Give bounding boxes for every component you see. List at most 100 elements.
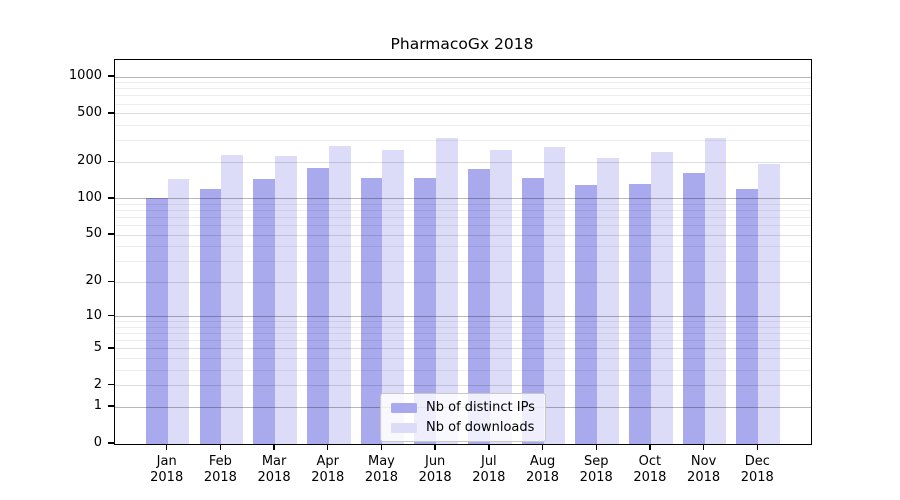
x-tick-may <box>380 444 383 450</box>
y-tick-label-50: 50 <box>85 226 102 242</box>
bar-downloads-nov <box>704 138 727 444</box>
y-tick-50 <box>108 233 114 235</box>
x-tick-label-jun: Jun 2018 <box>405 454 465 486</box>
x-tick-label-line: 2018 <box>740 470 774 485</box>
gridline-10 <box>115 316 811 318</box>
gridline-6 <box>115 340 811 342</box>
gridline-20 <box>115 281 811 283</box>
legend-swatch-downloads <box>391 422 417 433</box>
chart-title: PharmacoGx 2018 <box>390 35 534 53</box>
gridline-400 <box>115 125 811 127</box>
gridline-300 <box>115 140 811 142</box>
gridline-90 <box>115 203 811 205</box>
x-tick-label-line: 2018 <box>579 470 613 485</box>
x-tick-label-nov: Nov 2018 <box>674 454 734 486</box>
y-tick-2 <box>108 383 114 386</box>
gridline-5 <box>115 348 811 350</box>
x-tick-label-line: 2018 <box>203 470 237 485</box>
y-tick-label-1: 1 <box>93 398 102 414</box>
gridline-800 <box>115 88 811 90</box>
x-tick-jul <box>488 444 490 450</box>
bar-downloads-jun <box>436 137 458 444</box>
x-tick-label-line: Nov <box>690 454 717 469</box>
gridline-600 <box>115 103 811 105</box>
legend-item-downloads: Nb of downloads <box>391 420 535 435</box>
x-tick-mar <box>273 444 275 450</box>
x-tick-label-sep: Sep 2018 <box>566 454 626 486</box>
gridline-8 <box>115 326 811 328</box>
y-tick-1 <box>108 405 114 407</box>
y-tick-100 <box>108 197 114 199</box>
bar-downloads-feb <box>221 154 244 444</box>
y-tick-label-100: 100 <box>77 189 102 205</box>
gridline-4 <box>115 358 811 360</box>
x-tick-label-line: 2018 <box>364 470 398 485</box>
y-tick-label-500: 500 <box>77 104 102 120</box>
y-tick-10 <box>108 314 114 317</box>
y-tick-label-1000: 1000 <box>68 68 102 84</box>
y-tick-0 <box>108 442 114 444</box>
y-tick-label-5: 5 <box>93 339 102 355</box>
x-tick-label-jul: Jul 2018 <box>459 454 519 486</box>
legend-item-distinct-ips: Nb of distinct IPs <box>391 400 535 415</box>
gridline-1000 <box>115 76 811 78</box>
x-tick-label-line: Mar <box>261 454 287 469</box>
x-tick-label-apr: Apr 2018 <box>298 454 358 486</box>
x-tick-jan <box>166 444 168 450</box>
y-tick-500 <box>108 112 114 114</box>
gridline-70 <box>115 217 811 219</box>
y-tick-label-10: 10 <box>85 307 102 323</box>
x-tick-label-line: Aug <box>529 454 556 469</box>
x-tick-label-line: 2018 <box>418 470 452 485</box>
legend-label-downloads: Nb of downloads <box>426 420 535 435</box>
x-tick-label-line: May <box>368 454 395 469</box>
bar-downloads-may <box>382 149 405 444</box>
x-tick-label-line: Dec <box>744 454 770 469</box>
x-tick-nov <box>702 444 705 450</box>
x-tick-aug <box>541 444 544 450</box>
gridline-40 <box>115 246 811 248</box>
grid-layer <box>115 60 811 444</box>
gridline-9 <box>115 321 811 323</box>
y-tick-label-20: 20 <box>85 273 102 289</box>
gridline-900 <box>115 82 811 84</box>
bar-distinct-ips-may <box>360 178 383 444</box>
x-tick-label-line: 2018 <box>472 470 506 485</box>
x-tick-label-line: Jun <box>424 454 446 469</box>
x-tick-label-line: Jan <box>156 454 177 469</box>
x-tick-label-line: Apr <box>316 454 340 469</box>
bar-downloads-dec <box>758 164 781 444</box>
bar-distinct-ips-dec <box>736 189 759 444</box>
x-tick-label-line: 2018 <box>633 470 667 485</box>
x-tick-label-dec: Dec 2018 <box>727 454 787 486</box>
bar-downloads-jan <box>167 179 190 444</box>
gridline-100 <box>115 198 811 200</box>
bar-downloads-oct <box>650 151 673 444</box>
y-tick-20 <box>108 280 114 282</box>
x-tick-jun <box>434 444 436 450</box>
bar-distinct-ips-jul <box>468 169 490 444</box>
bar-downloads-mar <box>275 155 297 444</box>
y-tick-label-0: 0 <box>93 435 102 450</box>
bar-distinct-ips-nov <box>682 173 705 444</box>
gridline-2 <box>115 385 811 387</box>
bar-distinct-ips-sep <box>575 185 598 444</box>
y-tick-1000 <box>108 75 114 77</box>
bar-distinct-ips-apr <box>306 167 329 444</box>
x-tick-label-aug: Aug 2018 <box>513 454 573 486</box>
legend-label-distinct-ips: Nb of distinct IPs <box>426 400 535 415</box>
bar-distinct-ips-feb <box>199 189 222 444</box>
x-tick-feb <box>219 444 222 450</box>
gridline-30 <box>115 261 811 263</box>
bar-distinct-ips-jan <box>145 197 168 444</box>
legend: Nb of distinct IPs Nb of downloads <box>380 393 546 442</box>
gridline-700 <box>115 95 811 97</box>
gridline-50 <box>115 234 811 236</box>
x-tick-label-line: Oct <box>638 454 662 469</box>
bar-distinct-ips-jun <box>414 177 437 444</box>
gridline-500 <box>115 113 811 115</box>
x-tick-label-oct: Oct 2018 <box>620 454 680 486</box>
x-tick-label-mar: Mar 2018 <box>244 454 304 486</box>
bar-distinct-ips-aug <box>521 177 544 444</box>
